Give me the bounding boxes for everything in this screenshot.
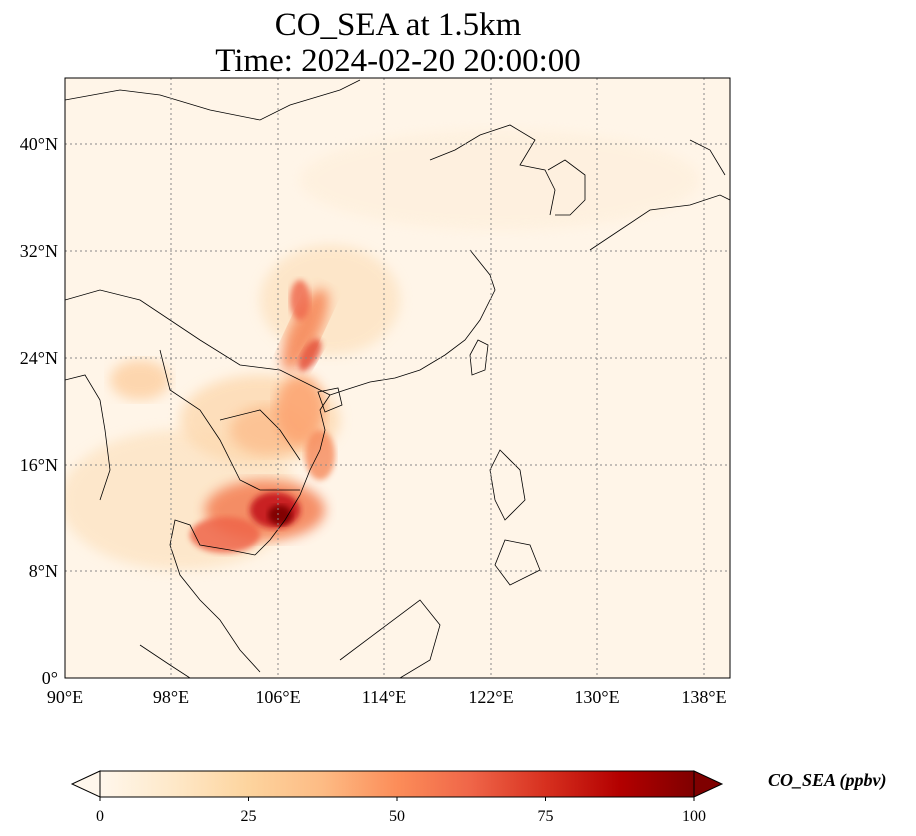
lon-tick-label: 130°E xyxy=(574,687,619,707)
lat-tick-label: 32°N xyxy=(20,241,58,261)
lon-tick-label: 106°E xyxy=(255,687,300,707)
colorbar-tick-label: 50 xyxy=(389,808,405,825)
colorbar-tick-label: 100 xyxy=(682,808,706,825)
lon-tick-label: 90°E xyxy=(47,687,83,707)
lat-tick-label: 40°N xyxy=(20,134,58,154)
colorbar-tick-label: 25 xyxy=(241,808,257,825)
lon-tick-label: 138°E xyxy=(681,687,726,707)
lat-tick-label: 8°N xyxy=(29,561,58,581)
lat-tick-label: 0° xyxy=(42,668,58,688)
lon-tick-label: 98°E xyxy=(153,687,189,707)
map-gridlines xyxy=(65,78,730,678)
colorbar-extend-min xyxy=(70,770,101,798)
colorbar: 0 25 50 75 100 xyxy=(70,770,724,825)
latitude-axis: 0° 8°N 16°N 24°N 32°N 40°N xyxy=(20,134,58,688)
lon-tick-label: 114°E xyxy=(362,687,407,707)
map-title-line2: Time: 2024-02-20 20:00:00 xyxy=(215,43,581,79)
map-frame xyxy=(64,77,731,679)
lon-tick-label: 122°E xyxy=(468,687,513,707)
lat-tick-label: 24°N xyxy=(20,348,58,368)
colorbar-extend-max xyxy=(693,770,724,798)
coastlines xyxy=(65,79,730,678)
colorbar-tick-label: 0 xyxy=(96,808,104,825)
colorbar-label: CO_SEA (ppbv) xyxy=(768,770,887,790)
map-title-line1: CO_SEA at 1.5km xyxy=(274,7,522,43)
longitude-axis: 90°E 98°E 106°E 114°E 122°E 130°E 138°E xyxy=(47,687,727,707)
lat-tick-label: 16°N xyxy=(20,455,58,475)
colorbar-tick-label: 75 xyxy=(538,808,554,825)
colorbar-gradient xyxy=(99,770,695,798)
